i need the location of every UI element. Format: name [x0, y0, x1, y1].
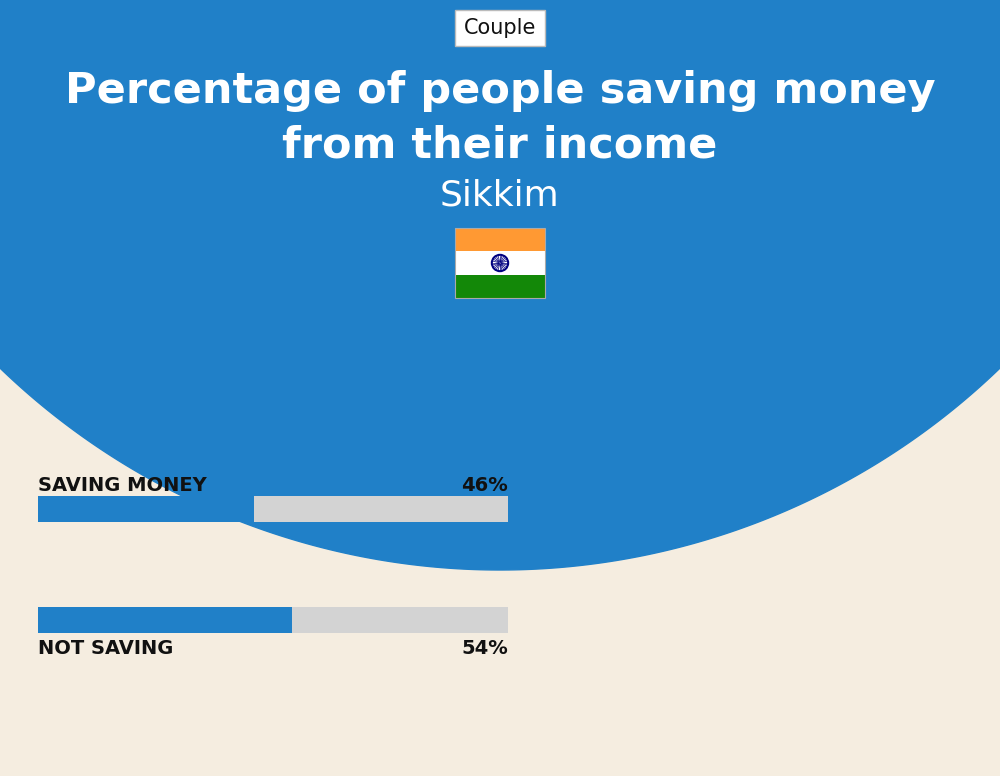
Text: Sikkim: Sikkim: [440, 178, 560, 212]
Text: NOT SAVING: NOT SAVING: [38, 639, 173, 658]
Text: 46%: 46%: [461, 476, 508, 495]
Text: Percentage of people saving money: Percentage of people saving money: [65, 70, 935, 112]
Bar: [38, 607, 292, 633]
Text: from their income: from their income: [282, 125, 718, 167]
Bar: [455, 228, 545, 298]
Bar: [38, 496, 508, 522]
Text: 54%: 54%: [461, 639, 508, 658]
Bar: [38, 607, 508, 633]
Bar: [455, 251, 545, 275]
Polygon shape: [0, 0, 1000, 570]
Bar: [455, 228, 545, 251]
Bar: [38, 496, 254, 522]
Text: SAVING MONEY: SAVING MONEY: [38, 476, 207, 495]
Text: Couple: Couple: [464, 18, 536, 38]
Bar: [455, 275, 545, 298]
